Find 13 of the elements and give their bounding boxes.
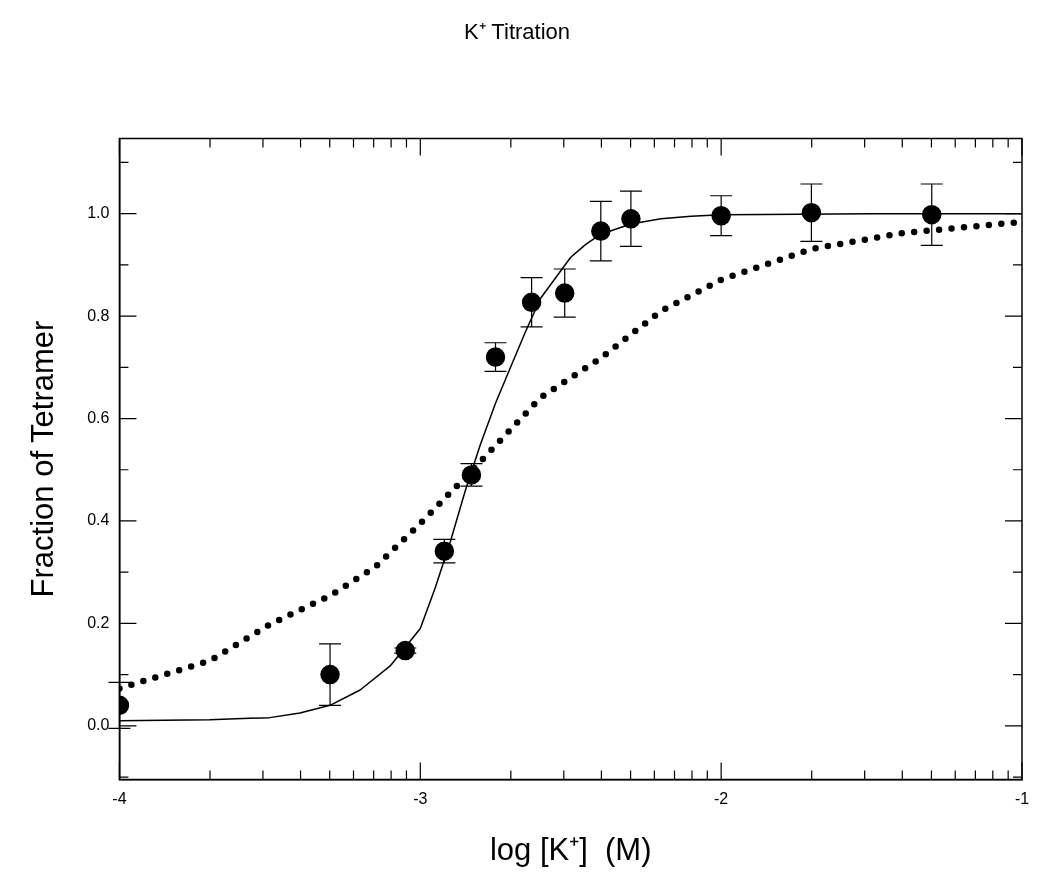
y-tick-label: 0.4 (87, 511, 110, 529)
chart-title: K⁺ Titration (463, 19, 571, 45)
y-tick-label: 1.0 (87, 204, 110, 222)
y-tick-label: 0.0 (87, 716, 110, 734)
y-axis-title: Fraction of Tetramer (25, 320, 61, 598)
y-tick-label: 0.2 (87, 613, 110, 631)
y-tick-label: 0.6 (87, 408, 110, 426)
x-tick-label: -2 (714, 789, 729, 807)
x-tick-label: -4 (112, 789, 127, 807)
x-axis-title: log [K⁺] (M) (489, 831, 652, 867)
x-tick-label: -1 (1014, 789, 1030, 807)
x-tick-label: -3 (413, 789, 428, 807)
y-tick-label: 0.8 (87, 306, 110, 324)
